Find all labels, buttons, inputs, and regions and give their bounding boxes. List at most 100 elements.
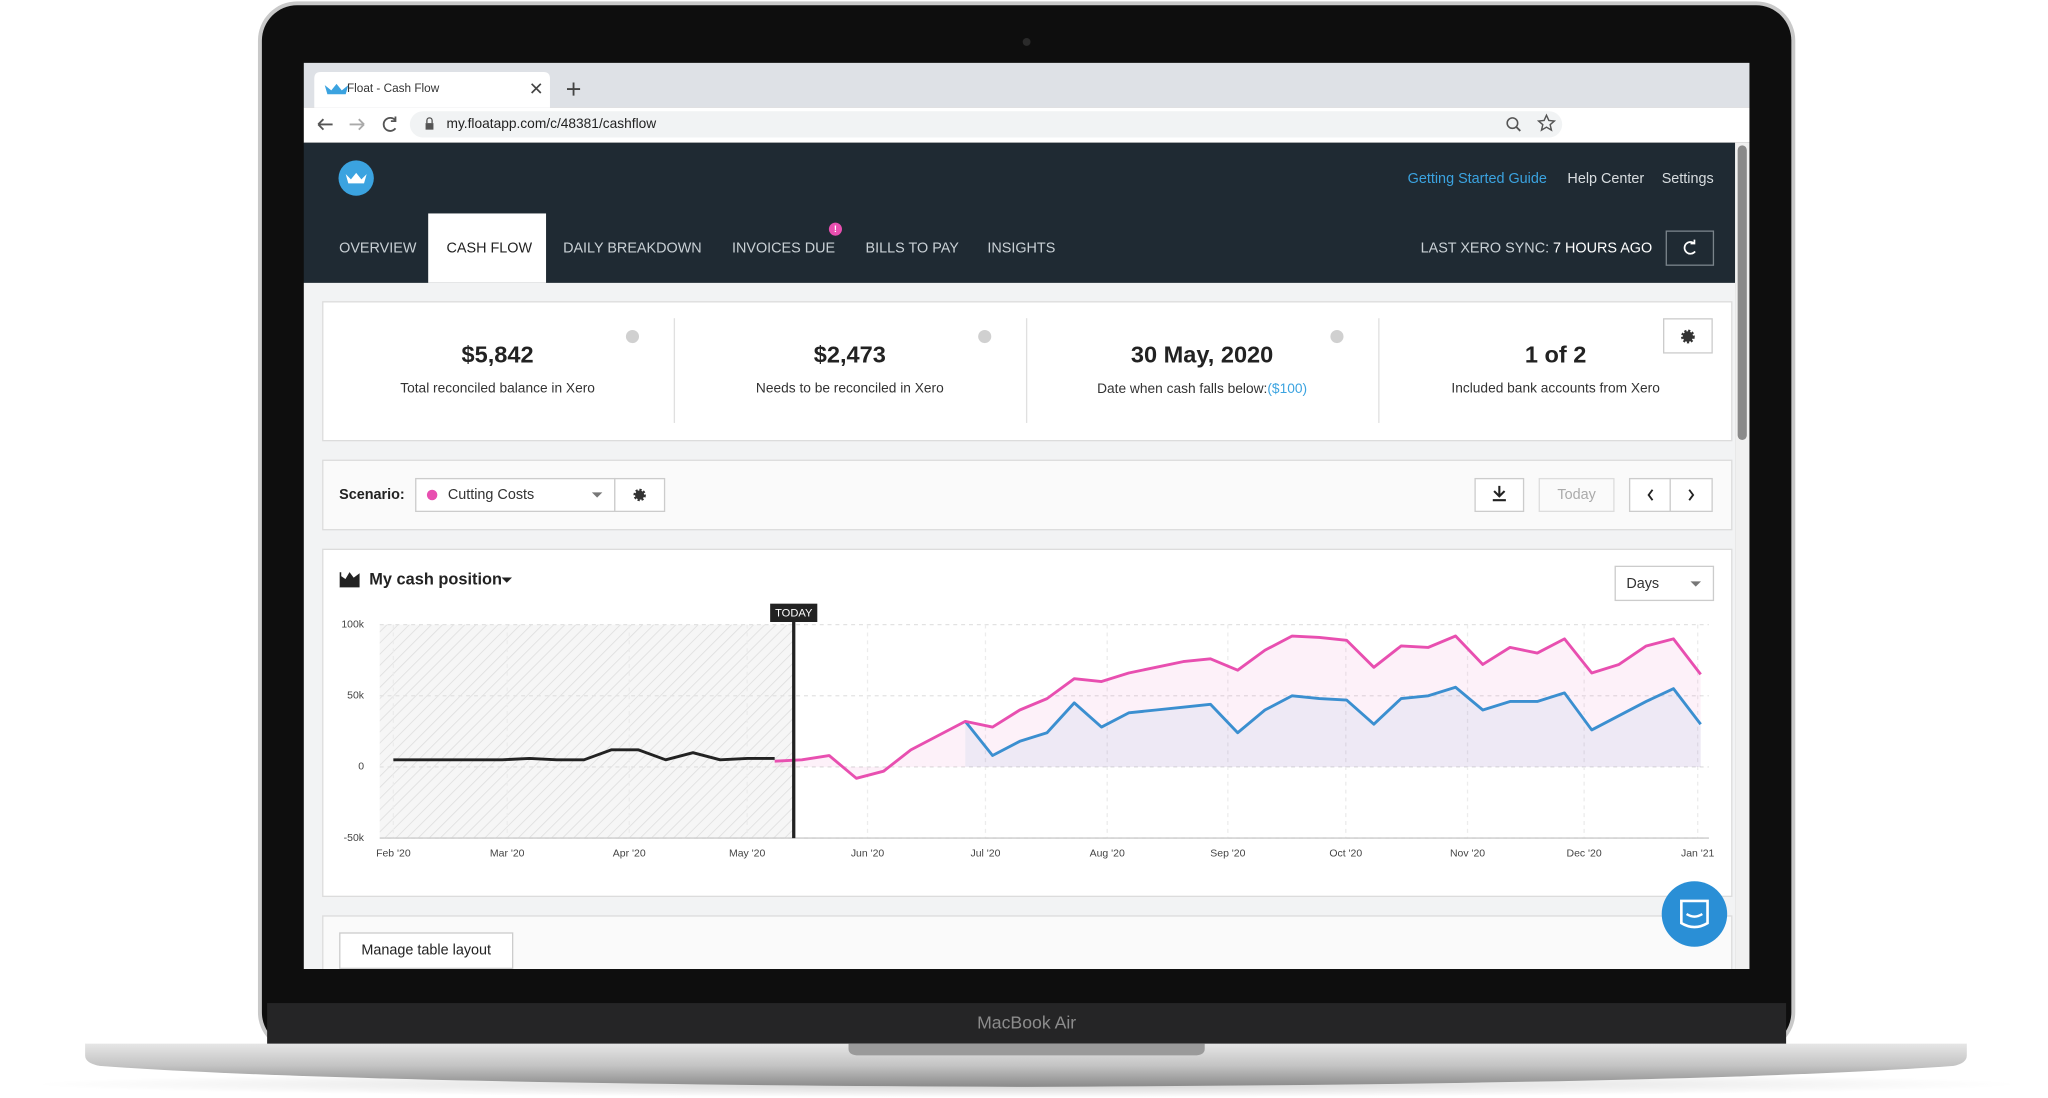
x-tick-label: Jan '21 [1681, 849, 1715, 860]
badge-text: ! [834, 224, 837, 234]
sync-label: LAST XERO SYNC: [1421, 241, 1550, 257]
prev-button[interactable] [1628, 477, 1671, 513]
summary-label: Included bank accounts from Xero [1451, 381, 1660, 396]
chat-icon [1680, 899, 1709, 929]
y-tick-label: 0 [358, 762, 364, 773]
chat-button[interactable] [1661, 881, 1728, 947]
x-tick-label: Sep '20 [1210, 849, 1245, 860]
bezel-bottom [303, 969, 1750, 1004]
scenario-name: Cutting Costs [448, 487, 534, 503]
summary-value: $2,473 [814, 341, 886, 367]
today-button[interactable] [1538, 477, 1615, 513]
x-tick-label: Mar '20 [490, 849, 525, 860]
today-flag [770, 603, 818, 623]
x-tick-label: Nov '20 [1450, 849, 1485, 860]
x-tick-label: Dec '20 [1567, 849, 1602, 860]
summary-label: Needs to be reconciled in Xero [756, 381, 944, 396]
series-area [965, 687, 1701, 767]
chart-title[interactable]: My cash position [369, 570, 502, 588]
next-button[interactable] [1669, 477, 1713, 513]
manage-layout-text: Manage table layout [361, 942, 491, 958]
x-tick-label: May '20 [729, 849, 766, 860]
x-tick-label: Jul '20 [970, 849, 1000, 860]
sync-button[interactable] [1665, 230, 1715, 266]
series-area [774, 636, 1701, 779]
chart-icon [339, 572, 360, 588]
active-tab-bg [428, 213, 547, 283]
sync-icon [1683, 239, 1696, 255]
caret [591, 492, 603, 498]
nav-tab[interactable]: INVOICES DUE [732, 241, 835, 257]
omnibox[interactable] [409, 111, 1563, 138]
series-line [393, 748, 775, 762]
gear-icon [1681, 329, 1695, 344]
y-tick-label: -50k [344, 833, 365, 844]
lock-icon [425, 123, 434, 130]
header-link[interactable]: Getting Started Guide [1408, 171, 1547, 187]
nav-tab[interactable]: BILLS TO PAY [866, 241, 960, 257]
sync-value: 7 HOURS AGO [1553, 241, 1652, 257]
forward-button[interactable] [349, 118, 365, 131]
summary-value: $5,842 [462, 341, 534, 367]
gear-icon [633, 488, 646, 502]
series-line [774, 634, 1702, 780]
nav-tab[interactable]: OVERVIEW [339, 241, 417, 257]
url[interactable]: my.floatapp.com/c/48381/cashflow [447, 116, 657, 131]
summary-value: 30 May, 2020 [1131, 341, 1273, 367]
help-icon[interactable] [978, 329, 992, 344]
x-tick-label: Oct '20 [1329, 849, 1362, 860]
lock-shackle [426, 117, 433, 124]
zoom-handle [1515, 126, 1521, 132]
scroll-thumb[interactable] [1737, 145, 1747, 440]
scenario-dot [426, 489, 438, 501]
plot: 100k 50k 0 -50k Feb '20 Mar '20 Apr '20 May '20… [341, 603, 1715, 860]
laptop-label: MacBook Air [977, 1013, 1076, 1033]
history-hatch [379, 624, 794, 839]
prev-icon [1647, 489, 1654, 501]
help-icons [625, 329, 1344, 344]
today-button-text: Today [1557, 487, 1596, 503]
nav-tab[interactable]: INSIGHTS [987, 241, 1055, 257]
badge [828, 222, 842, 236]
chin [267, 1003, 1787, 1045]
caret [1690, 581, 1701, 587]
active-tab[interactable] [314, 72, 550, 108]
tab-close[interactable] [531, 83, 542, 94]
series-line [964, 685, 1702, 757]
summary-link[interactable]: ($100) [1267, 381, 1307, 396]
laptop-base [85, 1043, 1967, 1087]
y-tick-label: 50k [347, 691, 365, 702]
help-icon[interactable] [625, 329, 640, 344]
y-tick-label: 100k [341, 619, 364, 630]
manage-layout-button[interactable] [339, 932, 514, 970]
favicon [324, 83, 349, 95]
nav-tab[interactable]: DAILY BREAKDOWN [563, 241, 702, 257]
header-link[interactable]: Help Center [1567, 171, 1644, 187]
summary-value: 1 of 2 [1525, 341, 1587, 367]
hinge-notch [848, 1043, 1205, 1056]
header-link[interactable]: Settings [1662, 171, 1714, 187]
scenario-label: Scenario: [339, 487, 405, 503]
reload-button[interactable] [382, 116, 397, 132]
bookmark-star[interactable] [1536, 113, 1557, 132]
summary-label-group: Date when cash falls below:($100) [1097, 381, 1307, 396]
logo-mark [345, 172, 367, 184]
x-tick-label: Jun '20 [851, 849, 885, 860]
camera [1022, 37, 1031, 46]
help-icon[interactable] [1330, 329, 1344, 344]
next-icon [1688, 489, 1695, 501]
summary-label: Date when cash falls below: [1097, 381, 1267, 396]
period-text: Days [1626, 576, 1659, 592]
today-label: TODAY [775, 607, 813, 619]
summary-label: Total reconciled balance in Xero [400, 381, 595, 396]
new-tab[interactable] [566, 82, 581, 96]
download-icon [1492, 485, 1506, 502]
tab-title: Float - Cash Flow [347, 82, 440, 95]
back-button[interactable] [317, 118, 333, 131]
chat-smile [1685, 913, 1703, 918]
x-tick-label: Aug '20 [1090, 849, 1125, 860]
nav-tab[interactable]: CASH FLOW [447, 241, 533, 257]
zoom-icon[interactable] [1506, 117, 1519, 130]
